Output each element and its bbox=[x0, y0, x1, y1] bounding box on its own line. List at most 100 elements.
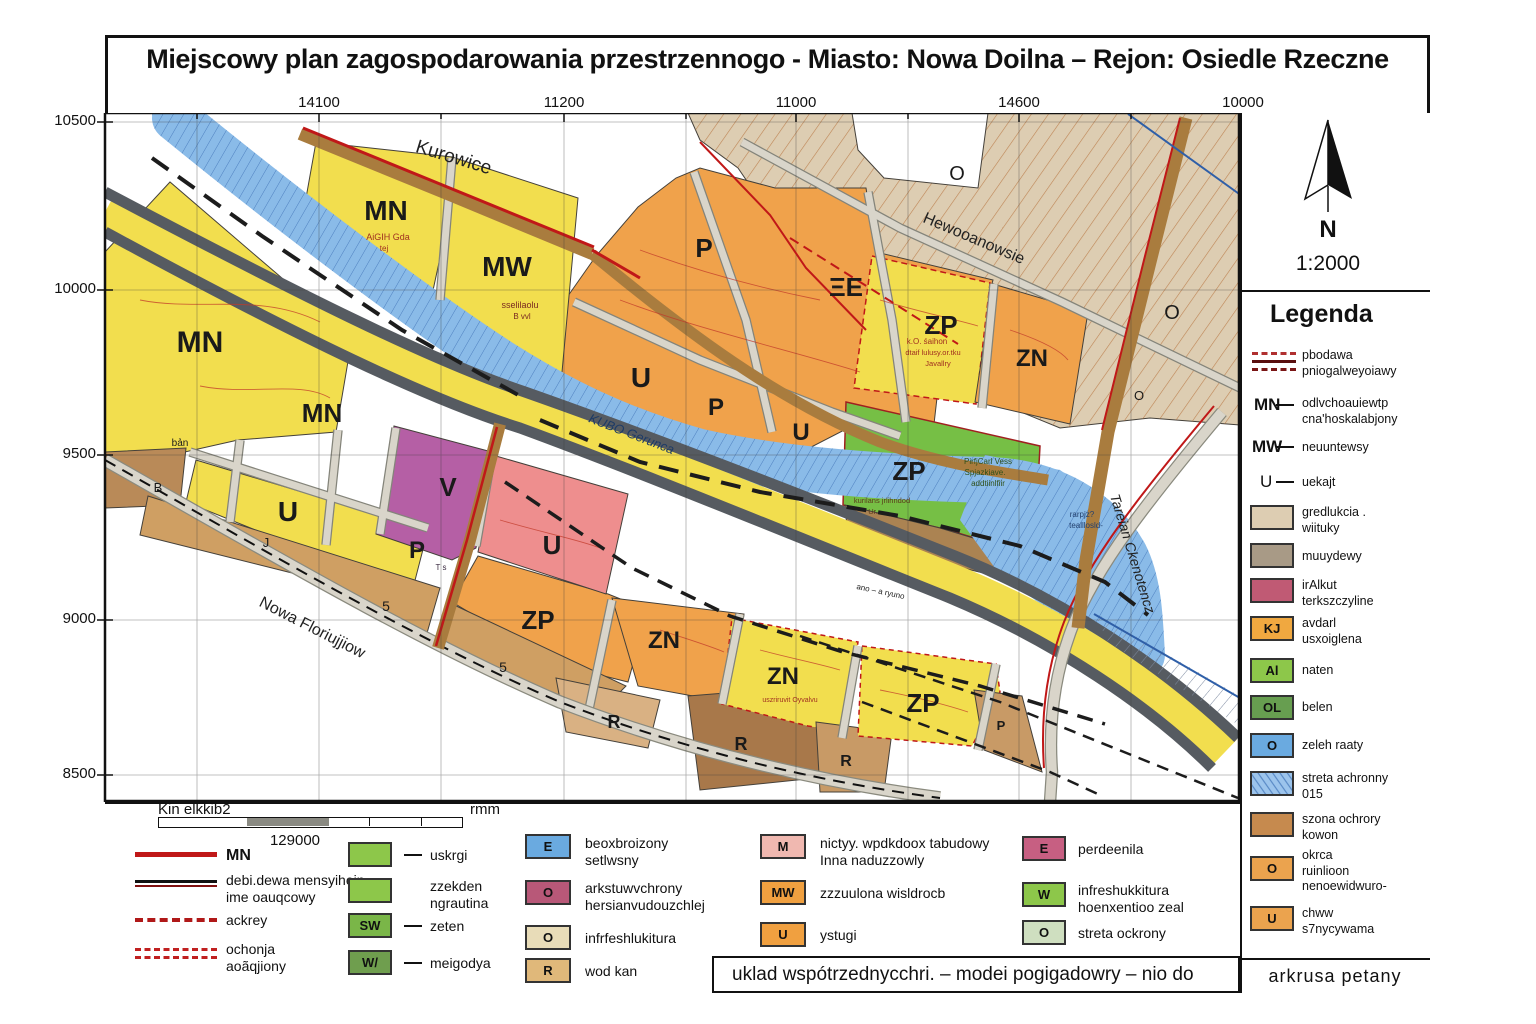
axis-left-label: 9000 bbox=[62, 610, 96, 627]
white-notch bbox=[851, 113, 989, 189]
note: Javallry bbox=[925, 359, 951, 368]
legend-item-label: streta achronny 015 bbox=[1302, 771, 1389, 801]
parcel-lines bbox=[139, 249, 1069, 713]
legend-code-u: U bbox=[1260, 472, 1273, 491]
legend-item-label: uekajt bbox=[1302, 475, 1336, 489]
zone-label-e: ΞE bbox=[829, 272, 863, 302]
zone-label-ban: bản bbox=[172, 438, 189, 449]
zone-label-o1: O bbox=[949, 163, 965, 185]
band-right-red bbox=[1101, 117, 1181, 431]
legend-item-label: ochonja aoãqjiony bbox=[226, 941, 286, 974]
legend-line-red-thick bbox=[135, 852, 217, 857]
scalebar-value: 129000 bbox=[269, 832, 321, 849]
axis-left-label: 9500 bbox=[62, 445, 96, 462]
legend-swatch-e-blue: E bbox=[525, 834, 571, 859]
road-right-red-edge bbox=[1041, 405, 1215, 769]
legend-swatch-u-orange: U bbox=[760, 922, 806, 947]
scalebar-right-label: rmm bbox=[470, 801, 500, 818]
legend-code-mn: MN bbox=[1254, 395, 1281, 414]
legend-swatch-mw-orange: MW bbox=[760, 880, 806, 905]
page-title: Miejscowy plan zagospodarowania przestrz… bbox=[146, 44, 1389, 74]
legend-item-label: irAlkut terkszczyline bbox=[1302, 578, 1374, 608]
axis-left-label: 10000 bbox=[54, 280, 96, 297]
north-arrow-icon bbox=[1303, 119, 1329, 201]
legend-item-label: infreshukkitura hoenxentioo zeal bbox=[1078, 882, 1184, 915]
road-nowa-centerline bbox=[105, 459, 941, 799]
zone-label-mn3: MN bbox=[364, 195, 408, 226]
band-riverbank bbox=[588, 249, 1049, 486]
scalebar bbox=[158, 817, 463, 828]
legend-item-label: naten bbox=[1302, 663, 1334, 677]
ne-blue-line bbox=[1127, 113, 1240, 196]
legend-swatch-w: W/ bbox=[348, 950, 392, 975]
legend-item-label: chww s7nycywama bbox=[1302, 906, 1375, 936]
legend-item-label: muuydewy bbox=[1302, 549, 1362, 563]
legend-item-label: MN bbox=[226, 847, 251, 864]
zone-label-u2: U bbox=[543, 530, 562, 560]
zone-label-mw: MW bbox=[482, 251, 532, 282]
coordinate-grid bbox=[105, 113, 1240, 802]
note: tealllosld- bbox=[1069, 521, 1103, 530]
map-frame bbox=[103, 113, 1240, 802]
legend-box bbox=[1240, 290, 1430, 958]
zone-label-j: J bbox=[263, 535, 270, 550]
legend-swatch-ol: OL bbox=[1250, 695, 1294, 720]
band-center-red bbox=[434, 426, 499, 647]
note: AiGIH Gda bbox=[366, 232, 410, 242]
legend-swatch-green bbox=[348, 842, 392, 867]
legend-item-label: arkstuwvchrony hersianvudouzchlej bbox=[585, 880, 705, 913]
legend-swatch-green bbox=[348, 878, 392, 903]
zone-label-u1: U bbox=[278, 496, 298, 527]
legend-line-red-dashes bbox=[135, 948, 217, 951]
legend-swatch-taupe bbox=[1250, 543, 1294, 568]
zone-label-zn3: ZN bbox=[1016, 345, 1048, 372]
note: tej bbox=[380, 244, 389, 253]
zone-label-zp-green: ZP bbox=[892, 456, 925, 486]
legend-swatch-brown bbox=[1250, 812, 1294, 837]
zone-label-zn2: ZN bbox=[767, 663, 799, 690]
legend-line-darkred bbox=[135, 885, 217, 887]
scalebar-left-label: Kin elkkib2 bbox=[158, 801, 231, 818]
legend-item-label: uskrgi bbox=[430, 847, 468, 863]
legend-item-label: gredlukcia . wiituky bbox=[1302, 505, 1366, 535]
zone-label-u4: U bbox=[792, 419, 809, 446]
legend-item-label: wod kan bbox=[585, 963, 638, 979]
red-dashed-lines bbox=[591, 141, 959, 345]
note: Ur. bbox=[868, 507, 878, 516]
legend-swatch-al: Al bbox=[1250, 658, 1294, 683]
note: uszriruvit Oyvalvu bbox=[762, 697, 817, 704]
map-scale: 1:2000 bbox=[1296, 252, 1360, 275]
legend-title: Legenda bbox=[1270, 300, 1373, 328]
road-main-upper bbox=[105, 187, 1240, 742]
zone-label-p2: P bbox=[997, 718, 1006, 733]
zone-label-o2: O bbox=[1164, 302, 1180, 324]
zone-label-zp-top: ZP bbox=[924, 310, 957, 340]
road-main-lower bbox=[105, 227, 1216, 772]
legend-item-label: okrca ruinlioon nenoewidwuro- bbox=[1302, 848, 1387, 894]
legend-swatch-o-beige: O bbox=[525, 925, 571, 950]
legend-swatch-m-pink: M bbox=[760, 834, 806, 859]
band-kurowice-red bbox=[302, 126, 595, 249]
legend-item-label: odlvchoauiewtp cna'hoskalabjony bbox=[1302, 396, 1398, 426]
legend-item-label: szona ochrory kowon bbox=[1302, 812, 1381, 842]
zone-label-u3: U bbox=[631, 362, 651, 393]
note: PirfjCarl Vess bbox=[964, 457, 1012, 466]
legend-item-label: belen bbox=[1302, 700, 1333, 714]
zone-label-p4: P bbox=[708, 394, 724, 421]
legend-line-red-dashed bbox=[135, 918, 217, 922]
legend-item-label: infrfeshlukitura bbox=[585, 930, 677, 946]
zone-label-mn1: MN bbox=[177, 326, 224, 359]
legend-code-mw: MW bbox=[1252, 437, 1283, 456]
se-blue-line bbox=[1093, 613, 1240, 699]
zone-label-p1: P bbox=[409, 537, 425, 564]
zone-label-zn1: ZN bbox=[648, 627, 680, 654]
legend-item-label: perdeenila bbox=[1078, 841, 1144, 857]
zone-label-o3: O bbox=[1134, 388, 1144, 403]
legend-item-label: streta ockrony bbox=[1078, 925, 1166, 941]
legend-item-label: beoxbroizony setlwsny bbox=[585, 835, 669, 868]
north-arrow-icon bbox=[1328, 120, 1352, 199]
legend-swatch-u-orange: U bbox=[1250, 906, 1294, 931]
band-center-cross bbox=[432, 422, 506, 650]
zone-label-52: 5 bbox=[499, 659, 507, 675]
